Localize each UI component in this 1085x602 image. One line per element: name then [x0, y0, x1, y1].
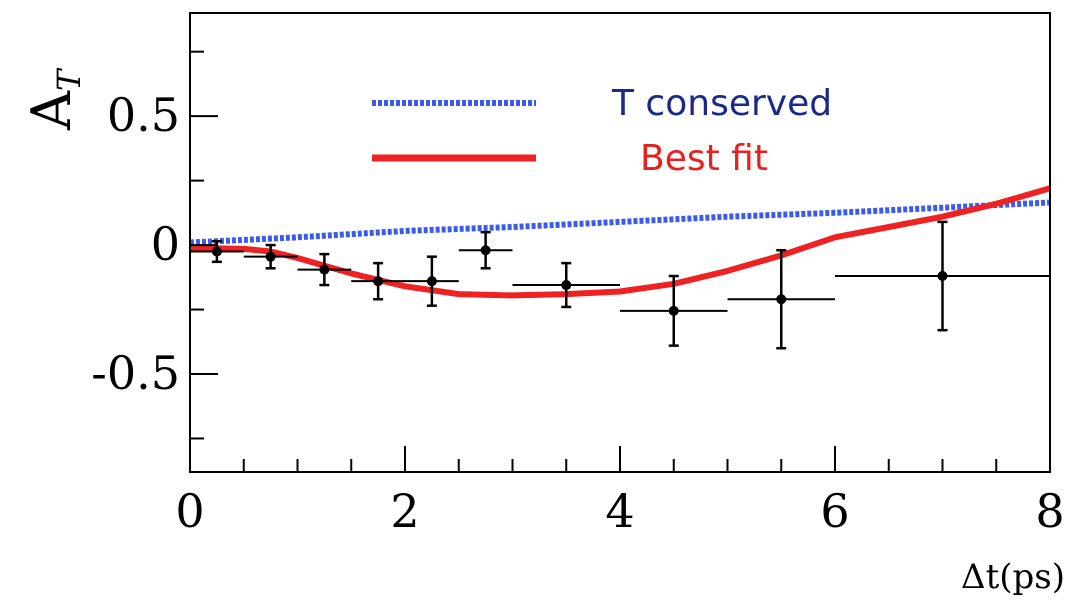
- y-tick-label: 0.5: [107, 88, 180, 142]
- data-point: [190, 239, 244, 264]
- x-tick-label: 6: [820, 484, 849, 538]
- chart-axes-layer: 0 2 4 6 8 0.5 0 -0.5: [91, 12, 1065, 538]
- x-axis-title: Δt(ps): [961, 557, 1065, 597]
- data-point: [297, 252, 352, 287]
- data-point: [620, 274, 728, 347]
- legend: T conserved Best fit: [372, 83, 832, 179]
- data-point: [727, 248, 835, 350]
- data-point: [243, 243, 298, 270]
- data-marker: [319, 264, 330, 275]
- x-tick-label: 8: [1035, 484, 1064, 538]
- data-point: [835, 220, 1050, 332]
- data-marker: [373, 276, 384, 287]
- data-point: [405, 255, 459, 307]
- data-marker: [776, 294, 787, 305]
- data-marker: [561, 280, 572, 291]
- x-tick-label: 4: [605, 484, 634, 538]
- plot-frame: [189, 12, 1051, 473]
- legend-label: T conserved: [611, 83, 832, 124]
- data-marker: [668, 305, 679, 316]
- chart-series-layer: [190, 185, 1050, 350]
- data-point: [512, 261, 620, 309]
- y-tick-label: -0.5: [91, 346, 180, 400]
- y-axis-title-sub: T: [50, 67, 88, 91]
- series-line-t-conserved: [190, 199, 1050, 246]
- data-marker: [211, 246, 222, 257]
- y-axis-title-main: A: [20, 90, 83, 131]
- data-marker: [937, 271, 948, 282]
- x-tick-label: 0: [175, 484, 204, 538]
- series-line-best-fit: [190, 185, 1050, 299]
- legend-label: Best fit: [640, 138, 768, 179]
- data-marker: [426, 276, 437, 287]
- data-marker: [265, 251, 276, 262]
- data-marker: [480, 245, 491, 256]
- x-tick-label: 2: [390, 484, 419, 538]
- data-point: [458, 230, 513, 270]
- data-point: [351, 261, 405, 301]
- y-tick-label: 0: [151, 217, 180, 271]
- y-axis-title: AT: [20, 67, 88, 131]
